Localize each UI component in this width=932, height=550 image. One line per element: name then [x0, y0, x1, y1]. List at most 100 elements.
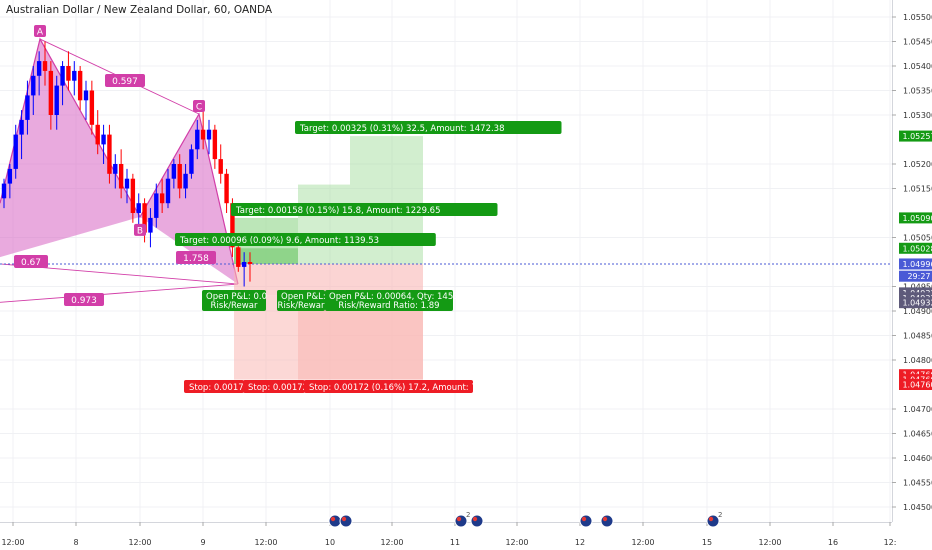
candle-body[interactable] [13, 134, 18, 169]
candle-body[interactable] [113, 164, 118, 174]
time-tick-label: 12:00 [254, 538, 277, 547]
candle-body[interactable] [212, 129, 218, 160]
candle-body[interactable] [224, 173, 229, 204]
time-tick-label: 12:00 [631, 538, 654, 547]
event-flag-icon[interactable] [470, 514, 484, 528]
stop-label-1: Stop: 0.00172 [189, 383, 249, 393]
candle-body[interactable] [83, 90, 89, 101]
position-profit-zone[interactable] [298, 184, 350, 264]
candle-body[interactable] [154, 193, 159, 218]
pattern-point-a: A [37, 28, 44, 38]
stop-label-2: Stop: 0.00172 ( [248, 383, 314, 393]
price-tag-box [899, 130, 932, 142]
ratio-label-ac: 0.597 [112, 77, 138, 87]
event-flag-icon[interactable] [579, 514, 593, 528]
price-tag-box [899, 270, 932, 282]
event-flag-detail [602, 516, 608, 522]
price-tick-label: 1.04800 [903, 356, 932, 365]
ratio-label-xb: 0.67 [21, 258, 41, 268]
event-flag-detail [708, 516, 714, 522]
candle-body[interactable] [31, 75, 36, 96]
candle-body[interactable] [19, 119, 24, 135]
pattern-x-d-line[interactable] [0, 283, 239, 303]
candle-body[interactable] [54, 85, 59, 115]
event-flag-icon[interactable] [600, 514, 614, 528]
candle-body[interactable] [189, 149, 194, 174]
candle-body[interactable] [89, 90, 95, 125]
candle-body[interactable] [247, 262, 253, 264]
price-tick-label: 1.04600 [903, 454, 932, 463]
candle-body[interactable] [200, 129, 206, 140]
event-flag-detail [330, 516, 336, 522]
event-flag-icon[interactable] [339, 514, 353, 528]
candle-body[interactable] [136, 203, 141, 213]
candle-body[interactable] [118, 164, 124, 189]
candle-body[interactable] [124, 178, 130, 189]
price-tick-label: 1.05450 [903, 38, 932, 47]
candle-body[interactable] [195, 129, 200, 150]
price-tag-box [899, 379, 932, 390]
price-tick-label: 1.05050 [903, 234, 932, 243]
event-flag-detail [341, 516, 347, 522]
candles[interactable] [1, 41, 253, 287]
candle-body[interactable] [142, 203, 147, 233]
stop-label-3-box [304, 380, 473, 393]
target-label-2-box [231, 203, 498, 216]
candle-body[interactable] [159, 193, 165, 204]
event-count-badge: 2 [718, 511, 722, 519]
candle-body[interactable] [36, 61, 42, 76]
candle-body[interactable] [148, 217, 153, 233]
candle-body[interactable] [77, 70, 83, 101]
candle-body[interactable] [107, 134, 112, 174]
position-profit-core[interactable] [234, 248, 298, 264]
price-tick-label: 1.05300 [903, 111, 932, 120]
open-pnl-label-3-rr: Risk/Reward Ratio: 1.89 [338, 301, 439, 311]
target-label-1: Target: 0.00096 (0.09%) 9.6, Amount: 113… [179, 236, 379, 246]
price-tag-box [899, 297, 932, 309]
candle-body[interactable] [236, 247, 241, 267]
candle-body[interactable] [177, 164, 182, 189]
candle-body[interactable] [48, 70, 54, 115]
candle-body[interactable] [25, 95, 30, 120]
candle-body[interactable] [66, 66, 71, 81]
price-axis[interactable]: 1.05500 1.05450 1.05400 1.05350 1.05300 1.052… [892, 0, 932, 522]
ratio-label-ac-box [105, 74, 145, 87]
candle-body[interactable] [165, 178, 171, 204]
event-flag-icon[interactable] [328, 514, 342, 528]
target-label-1-box [175, 233, 436, 246]
pattern-legs[interactable] [0, 37, 239, 285]
price-tag-box [899, 258, 932, 270]
candle-body[interactable] [171, 164, 177, 179]
candle-body[interactable] [206, 129, 212, 140]
price-tag-label: 29:27 [907, 272, 930, 281]
candle-body[interactable] [60, 66, 65, 86]
candle-body[interactable] [42, 61, 48, 71]
pattern-point-a-box [34, 25, 46, 38]
time-tick-label: 12 [575, 538, 585, 547]
price-tick-label: 1.04700 [903, 405, 932, 414]
open-pnl-label-1-rr: Risk/Rewar [211, 301, 258, 311]
time-tick-label: 12:00 [380, 538, 403, 547]
time-tick-label: 12:00 [758, 538, 781, 547]
price-tick-label: 1.05150 [903, 185, 932, 194]
open-pnl-label-1-pnl: Open P&L: 0.0 [206, 292, 267, 302]
candle-body[interactable] [101, 134, 106, 145]
candle-body[interactable] [7, 168, 13, 184]
candle-body[interactable] [230, 203, 235, 248]
candle-body[interactable] [241, 262, 247, 267]
candle-body[interactable] [218, 159, 223, 174]
stop-label-2-box [243, 380, 305, 393]
candle-body[interactable] [1, 183, 7, 199]
candle-body[interactable] [183, 173, 188, 189]
price-tick-label: 1.05350 [903, 87, 932, 96]
drawing-labels: A B C 0.597 0.67 1.758 0.973 Target: 0.00325 (0… [14, 25, 562, 393]
stop-label-1-box [184, 380, 244, 393]
time-axis[interactable]: 12:00 8 12:00 9 12:00 10 12:00 11 12:00 12 12:00 15… [0, 522, 896, 547]
candle-body[interactable] [72, 70, 77, 81]
candle-body[interactable] [130, 178, 136, 213]
price-tag-box [899, 242, 932, 254]
candle-body[interactable] [95, 124, 100, 145]
event-count-badge: 2 [466, 511, 470, 519]
